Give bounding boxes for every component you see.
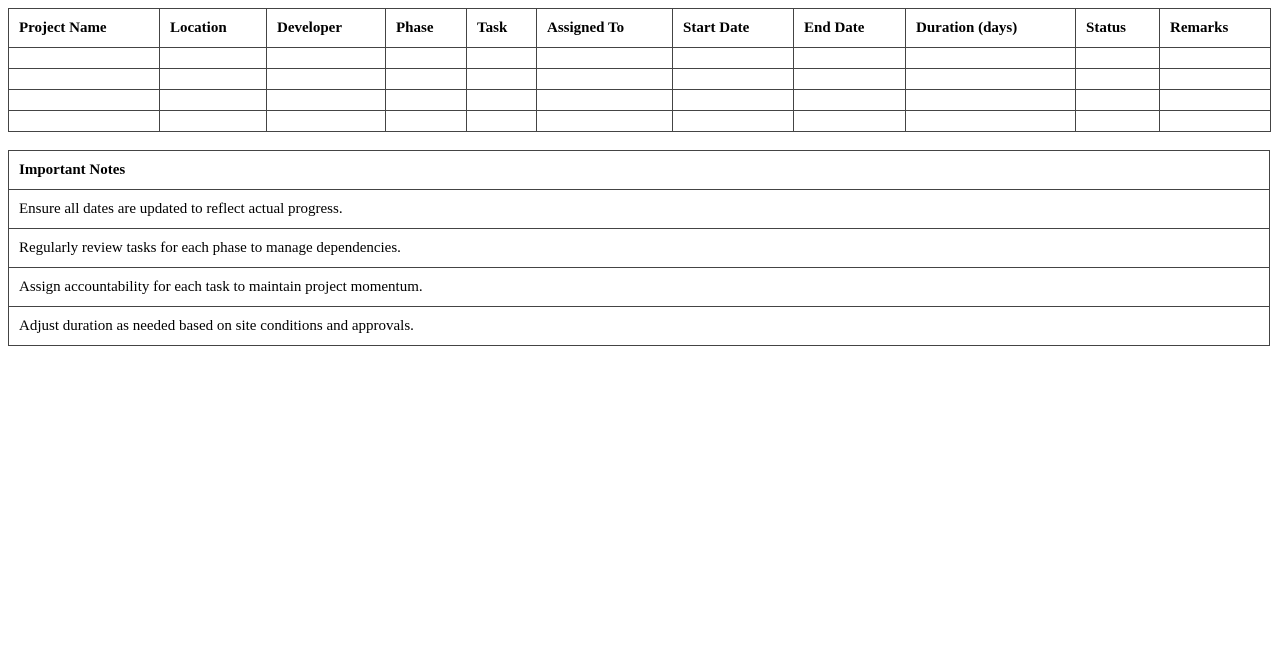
table-cell[interactable] (385, 68, 467, 90)
notes-header-row: Important Notes (8, 150, 1270, 190)
table-cell[interactable] (1159, 47, 1271, 69)
table-cell[interactable] (8, 110, 160, 132)
note-text: Adjust duration as needed based on site … (8, 306, 1270, 346)
note-text: Assign accountability for each task to m… (8, 267, 1270, 307)
table-cell[interactable] (536, 89, 673, 111)
table-cell[interactable] (159, 68, 267, 90)
table-cell[interactable] (466, 89, 537, 111)
table-cell[interactable] (159, 110, 267, 132)
table-cell[interactable] (159, 47, 267, 69)
table-row (8, 110, 1271, 132)
table-cell[interactable] (536, 68, 673, 90)
table-cell[interactable] (1075, 68, 1160, 90)
table-cell[interactable] (8, 68, 160, 90)
note-row: Ensure all dates are updated to reflect … (8, 189, 1270, 229)
table-cell[interactable] (536, 110, 673, 132)
table-cell[interactable] (793, 47, 906, 69)
notes-title: Important Notes (8, 150, 1270, 190)
table-cell[interactable] (672, 47, 794, 69)
column-header: Project Name (8, 8, 160, 48)
note-row: Adjust duration as needed based on site … (8, 306, 1270, 346)
table-cell[interactable] (266, 68, 386, 90)
table-cell[interactable] (672, 110, 794, 132)
schedule-table: Project Name Location Developer Phase Task As… (8, 8, 1271, 132)
table-row (8, 89, 1271, 111)
column-header: Phase (385, 8, 467, 48)
column-header: Start Date (672, 8, 794, 48)
note-row: Assign accountability for each task to m… (8, 267, 1270, 307)
table-cell[interactable] (385, 47, 467, 69)
table-row (8, 47, 1271, 69)
table-cell[interactable] (793, 68, 906, 90)
note-row: Regularly review tasks for each phase to… (8, 228, 1270, 268)
table-cell[interactable] (1075, 89, 1160, 111)
table-cell[interactable] (672, 68, 794, 90)
table-row (8, 68, 1271, 90)
table-cell[interactable] (1075, 47, 1160, 69)
table-cell[interactable] (385, 110, 467, 132)
table-cell[interactable] (266, 47, 386, 69)
table-cell[interactable] (1159, 68, 1271, 90)
header-row: Project Name Location Developer Phase Task As… (8, 8, 1271, 48)
table-cell[interactable] (266, 110, 386, 132)
table-cell[interactable] (905, 110, 1076, 132)
column-header: Status (1075, 8, 1160, 48)
table-cell[interactable] (266, 89, 386, 111)
table-cell[interactable] (1159, 110, 1271, 132)
table-cell[interactable] (159, 89, 267, 111)
table-cell[interactable] (672, 89, 794, 111)
table-cell[interactable] (8, 47, 160, 69)
column-header: Remarks (1159, 8, 1271, 48)
note-text: Ensure all dates are updated to reflect … (8, 189, 1270, 229)
page: Project Name Location Developer Phase Task As… (8, 8, 1271, 346)
table-cell[interactable] (905, 89, 1076, 111)
table-cell[interactable] (793, 89, 906, 111)
column-header: End Date (793, 8, 906, 48)
table-cell[interactable] (466, 68, 537, 90)
table-cell[interactable] (466, 110, 537, 132)
table-cell[interactable] (1159, 89, 1271, 111)
table-cell[interactable] (793, 110, 906, 132)
column-header: Task (466, 8, 537, 48)
column-header: Location (159, 8, 267, 48)
table-cell[interactable] (385, 89, 467, 111)
note-text: Regularly review tasks for each phase to… (8, 228, 1270, 268)
column-header: Assigned To (536, 8, 673, 48)
notes-table: Important Notes Ensure all dates are upd… (8, 150, 1270, 346)
column-header: Developer (266, 8, 386, 48)
column-header: Duration (days) (905, 8, 1076, 48)
table-cell[interactable] (536, 47, 673, 69)
table-cell[interactable] (1075, 110, 1160, 132)
table-cell[interactable] (8, 89, 160, 111)
table-cell[interactable] (905, 47, 1076, 69)
table-cell[interactable] (905, 68, 1076, 90)
table-cell[interactable] (466, 47, 537, 69)
